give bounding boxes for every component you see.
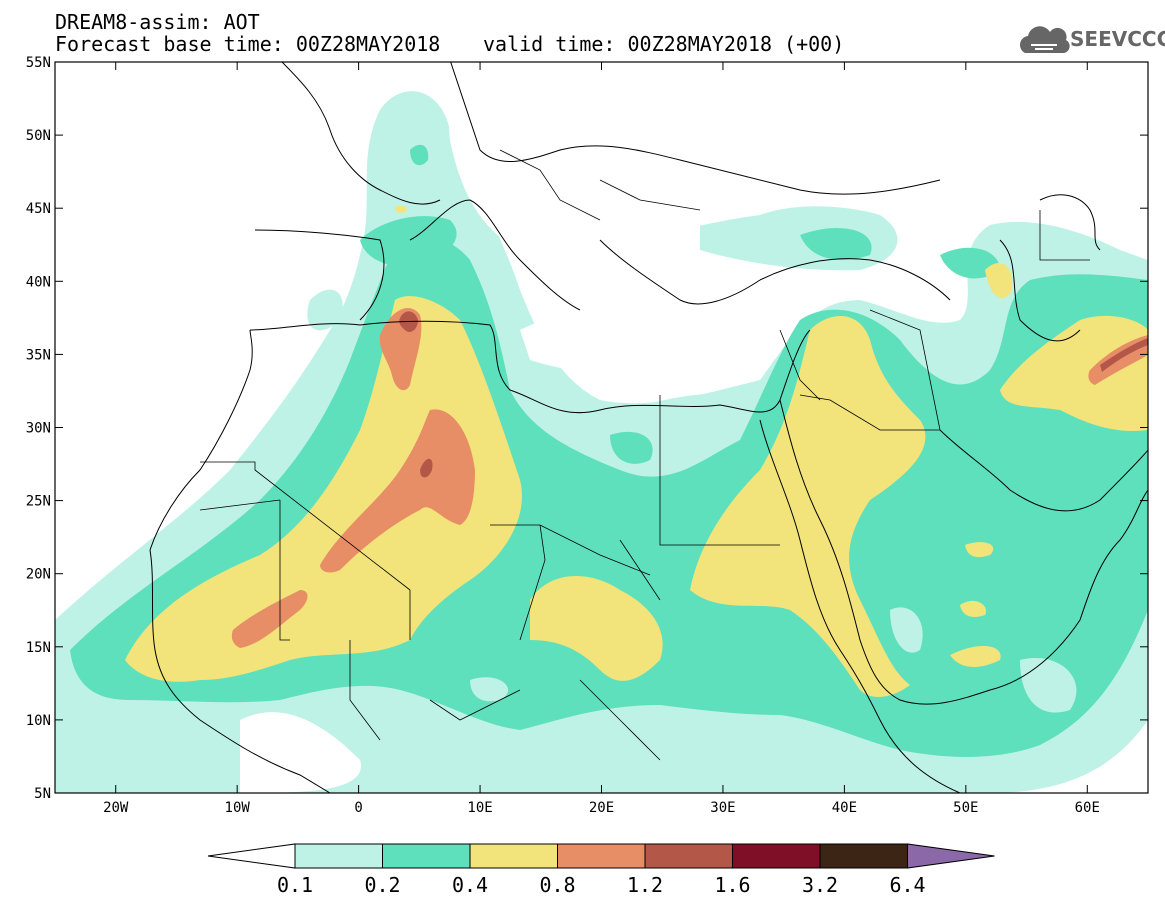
lon-label: 40E: [832, 800, 857, 816]
aot-field: [55, 62, 1148, 793]
lat-label: 20N: [26, 567, 51, 583]
axis-ticks: [55, 61, 1148, 794]
colorbar-label: 0.2: [364, 873, 401, 897]
lon-label: 60E: [1075, 800, 1100, 816]
lat-label: 30N: [26, 421, 51, 437]
colorbar-high-arrow: [907, 843, 995, 869]
colorbar-label: 0.4: [451, 873, 489, 897]
colorbar-label: 0.8: [539, 873, 576, 897]
lat-label: 5N: [34, 786, 51, 802]
longitude-labels: 20W 10W 0 10E 20E 30E 40E 50E 60E: [103, 800, 1100, 816]
lat-label: 15N: [26, 640, 51, 656]
latitude-labels: 5N 10N 15N 20N 25N 30N 35N 40N 45N 50N 55N: [26, 55, 51, 802]
lat-label: 35N: [26, 347, 51, 363]
colorbar-swatch: [644, 843, 733, 869]
colorbar-swatch: [557, 843, 646, 869]
lat-label: 55N: [26, 55, 51, 71]
colorbar-low-arrow: [207, 843, 296, 869]
colorbar-swatch: [819, 843, 908, 869]
lon-label: 20W: [103, 800, 129, 816]
colorbar-label: 0.1: [276, 873, 314, 897]
chart-title: DREAM8-assim: AOT: [55, 10, 260, 34]
colorbar-swatch: [382, 843, 471, 869]
aot-contour-04: [125, 205, 1148, 697]
lat-label: 50N: [26, 128, 51, 144]
colorbar-label: 6.4: [889, 873, 926, 897]
lat-label: 25N: [26, 494, 51, 510]
lat-label: 10N: [26, 713, 51, 729]
lat-label: 45N: [26, 201, 51, 217]
lat-label: 40N: [26, 274, 51, 290]
colorbar-swatch: [469, 843, 558, 869]
colorbar-label: 1.6: [714, 873, 751, 897]
lon-label: 10E: [467, 800, 492, 816]
lon-label: 10W: [225, 800, 251, 816]
colorbar-swatch: [294, 843, 383, 869]
valid-time: valid time: 00Z28MAY2018 (+00): [483, 32, 845, 56]
seevccc-logo-text: SEEVCCC: [1070, 27, 1165, 51]
lon-label: 0: [354, 800, 362, 816]
lon-label: 30E: [710, 800, 735, 816]
aot-contour-01-inner: [470, 607, 1077, 713]
forecast-base-time: Forecast base time: 00Z28MAY2018: [55, 32, 441, 56]
lon-label: 20E: [589, 800, 614, 816]
colorbar: [207, 843, 995, 869]
colorbar-label: 1.2: [626, 873, 664, 897]
lon-label: 50E: [953, 800, 978, 816]
cloud-logo-icon: [1020, 26, 1070, 53]
aot-clean-air: [55, 62, 1148, 793]
colorbar-label: 3.2: [801, 873, 839, 897]
coastlines: [149, 62, 1148, 793]
colorbar-swatch: [732, 843, 821, 869]
borders: [199, 149, 1090, 761]
